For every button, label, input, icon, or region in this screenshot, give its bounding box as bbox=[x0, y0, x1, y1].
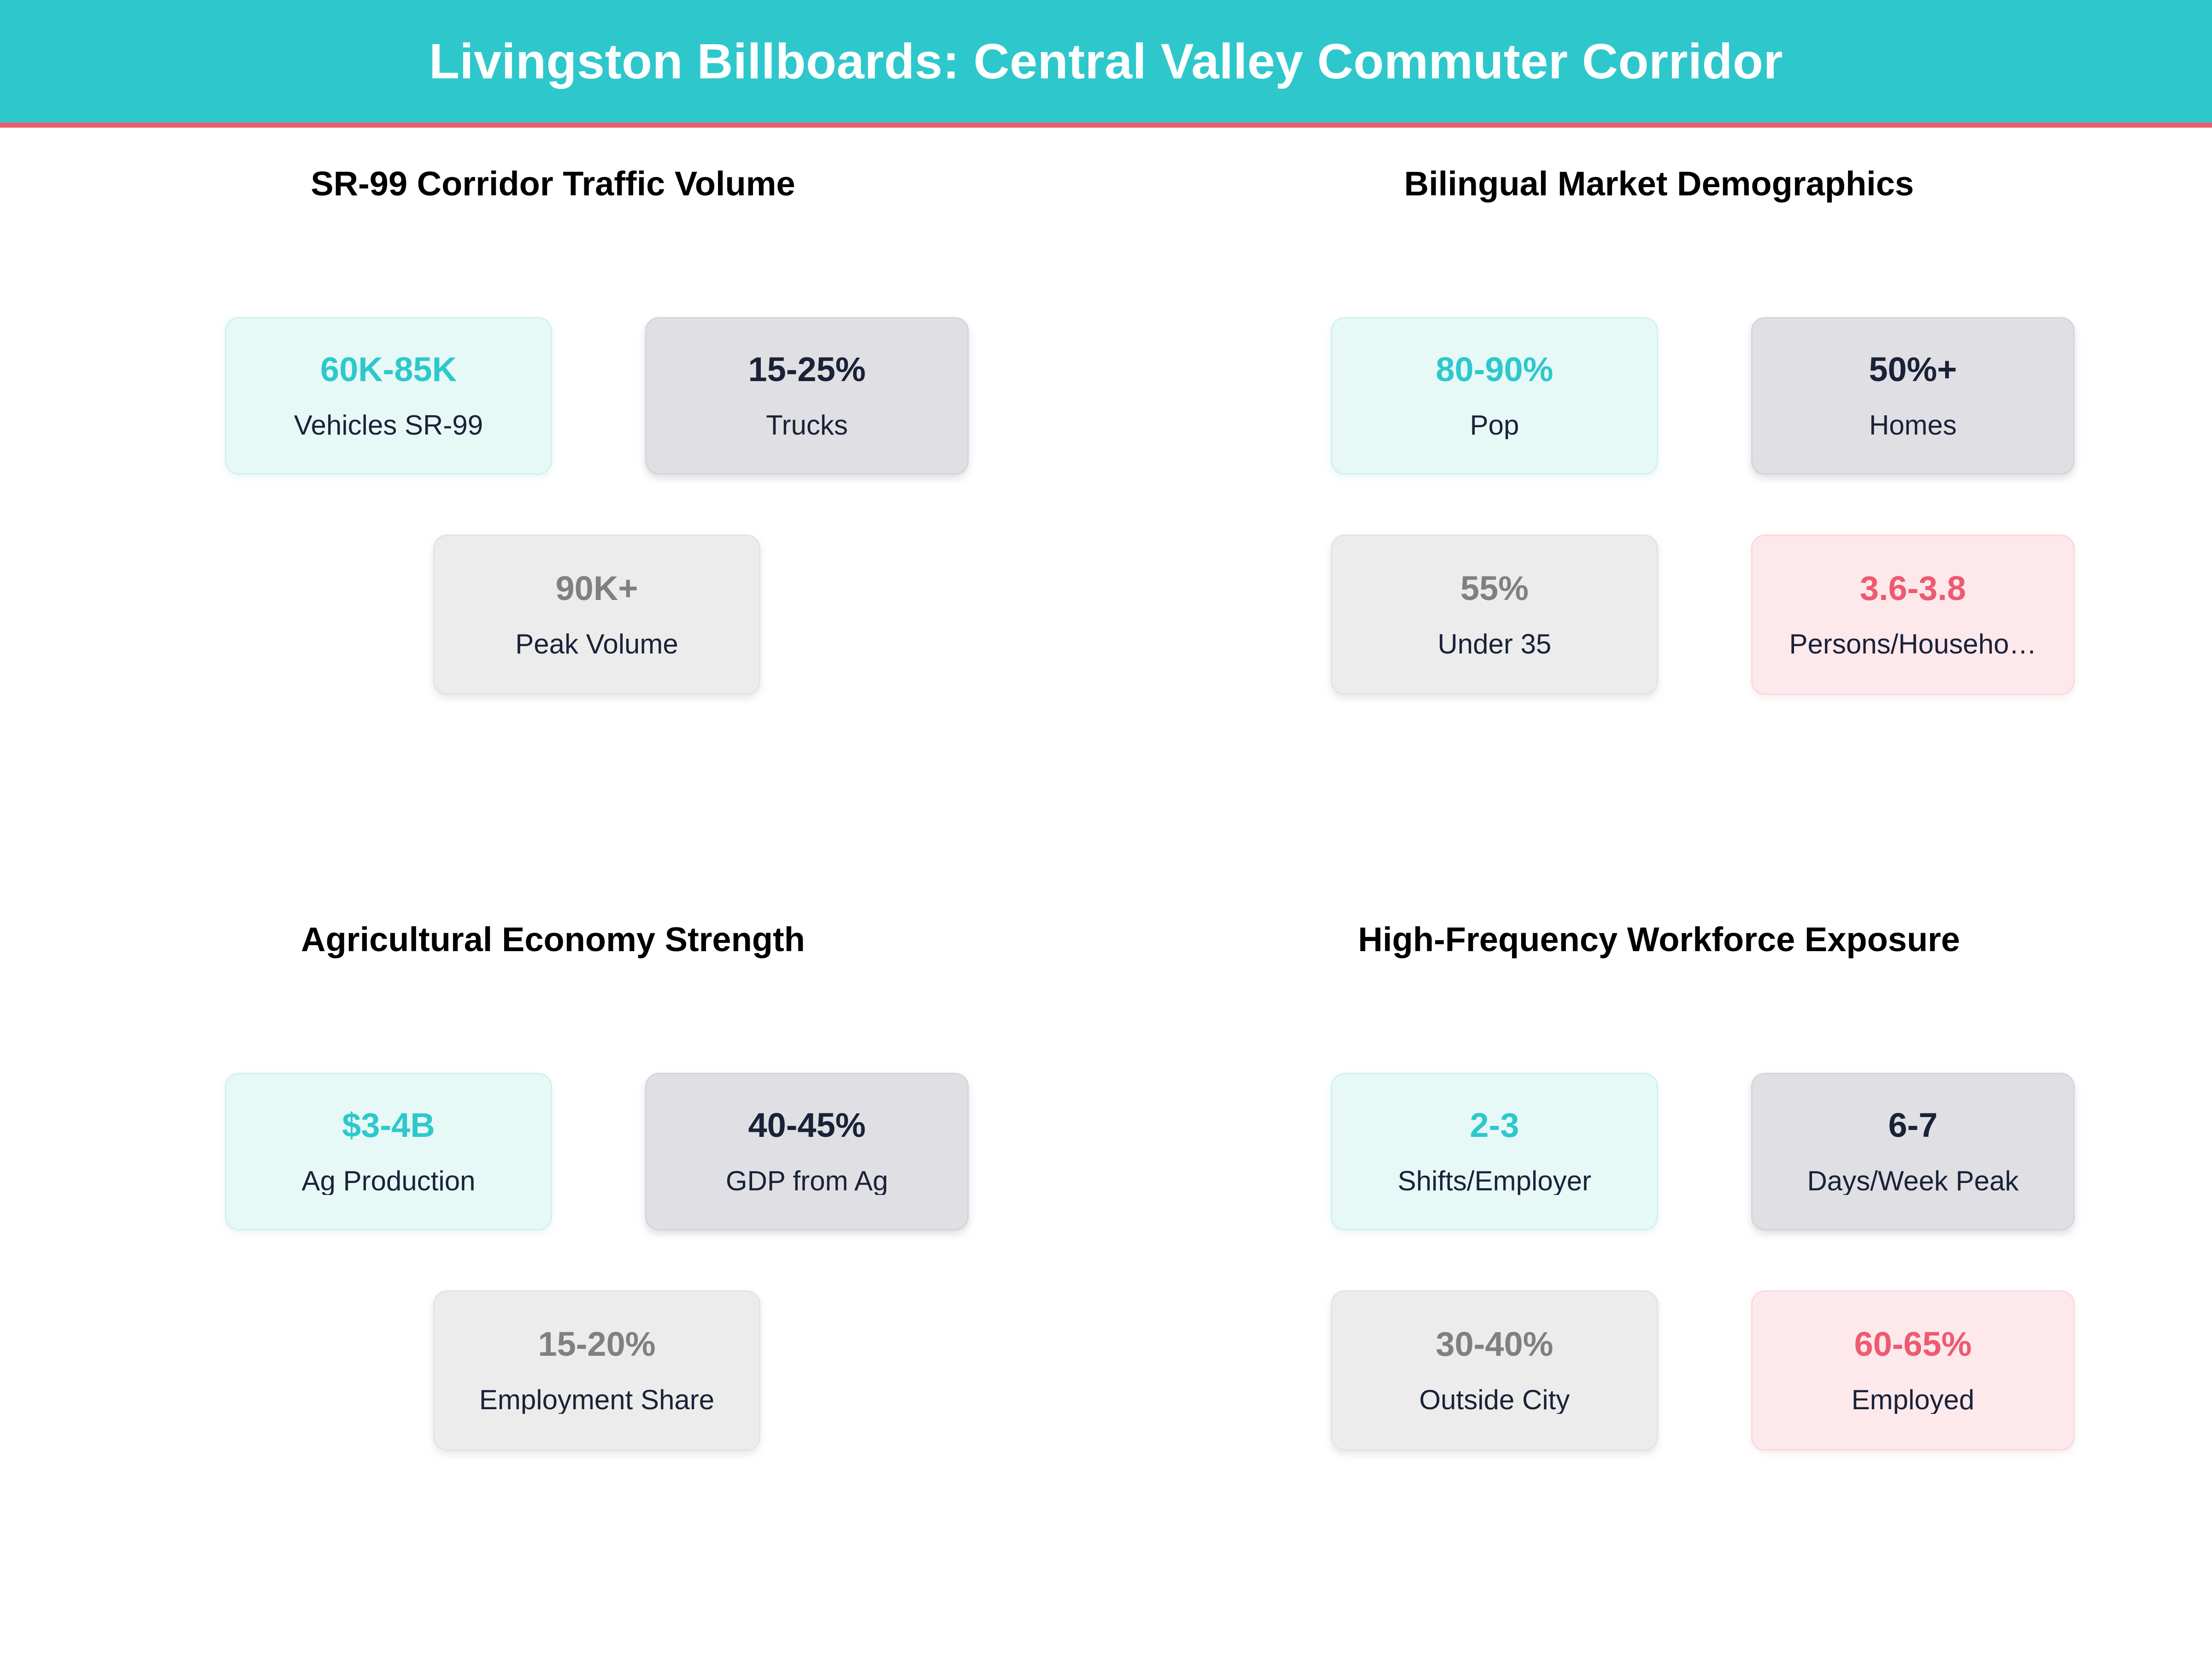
stat-card[interactable]: 60-65% Employed bbox=[1751, 1290, 2075, 1451]
stat-card[interactable]: 90K+ Peak Volume bbox=[433, 535, 760, 695]
stat-card[interactable]: 40-45% GDP from Ag bbox=[645, 1073, 969, 1230]
stat-value: 6-7 bbox=[1888, 1106, 1938, 1144]
stat-card[interactable]: $3-4B Ag Production bbox=[225, 1073, 552, 1230]
stat-label: Homes bbox=[1869, 412, 1957, 439]
stat-label: Peak Volume bbox=[515, 630, 678, 658]
panel-title-sr99-traffic: SR-99 Corridor Traffic Volume bbox=[311, 165, 795, 203]
panel-sr99-traffic: SR-99 Corridor Traffic Volume 60K-85K Veh… bbox=[0, 128, 1106, 883]
stat-label: Vehicles SR-99 bbox=[294, 412, 483, 439]
panel-agricultural-economy: Agricultural Economy Strength $3-4B Ag Pr… bbox=[0, 883, 1106, 1639]
stat-label: Shifts/Employer bbox=[1397, 1167, 1592, 1195]
panel-bilingual-demographics: Bilingual Market Demographics 80-90% Pop 5… bbox=[1106, 128, 2212, 883]
stat-value: 15-25% bbox=[748, 350, 866, 388]
stat-value: 80-90% bbox=[1435, 350, 1553, 388]
stat-label: Employment Share bbox=[479, 1386, 715, 1414]
stat-value: 50%+ bbox=[1869, 350, 1957, 388]
stat-label: Persons/Househo… bbox=[1789, 630, 2037, 658]
panel-grid: SR-99 Corridor Traffic Volume 60K-85K Veh… bbox=[0, 128, 2212, 1659]
stat-label: Pop bbox=[1470, 412, 1519, 439]
stat-card[interactable]: 80-90% Pop bbox=[1331, 317, 1658, 475]
stat-card[interactable]: 60K-85K Vehicles SR-99 bbox=[225, 317, 552, 475]
stat-label: Ag Production bbox=[301, 1167, 476, 1195]
stat-label: Outside City bbox=[1419, 1386, 1570, 1414]
stat-label: Trucks bbox=[766, 412, 848, 439]
stat-value: 15-20% bbox=[538, 1325, 656, 1363]
panel-workforce-exposure: High-Frequency Workforce Exposure 2-3 Shi… bbox=[1106, 883, 2212, 1639]
stat-card[interactable]: 15-20% Employment Share bbox=[433, 1290, 760, 1451]
card-grid-workforce-exposure: 2-3 Shifts/Employer 6-7 Days/Week Peak 30-40… bbox=[1106, 883, 2212, 1639]
stat-card[interactable]: 2-3 Shifts/Employer bbox=[1331, 1073, 1658, 1230]
panel-title-bilingual-demographics: Bilingual Market Demographics bbox=[1404, 165, 1914, 203]
stat-value: 3.6-3.8 bbox=[1859, 569, 1966, 607]
stat-value: 55% bbox=[1460, 569, 1529, 607]
stat-card[interactable]: 6-7 Days/Week Peak bbox=[1751, 1073, 2075, 1230]
stat-card[interactable]: 50%+ Homes bbox=[1751, 317, 2075, 475]
card-grid-bilingual-demographics: 80-90% Pop 50%+ Homes 55% Under 35 3.6-3.8 Pers… bbox=[1106, 128, 2212, 883]
stat-card[interactable]: 3.6-3.8 Persons/Househo… bbox=[1751, 535, 2075, 695]
stat-value: 40-45% bbox=[748, 1106, 866, 1144]
stat-label: Employed bbox=[1851, 1386, 1975, 1414]
stat-value: 60K-85K bbox=[320, 350, 457, 388]
dashboard-header: Livingston Billboards: Central Valley Co… bbox=[0, 0, 2212, 123]
stat-card[interactable]: 15-25% Trucks bbox=[645, 317, 969, 475]
stat-value: 2-3 bbox=[1470, 1106, 1519, 1144]
card-grid-agricultural-economy: $3-4B Ag Production 40-45% GDP from Ag 15-20… bbox=[0, 883, 1106, 1639]
stat-value: 30-40% bbox=[1435, 1325, 1553, 1363]
stat-value: $3-4B bbox=[342, 1106, 435, 1144]
page-title: Livingston Billboards: Central Valley Co… bbox=[429, 33, 1783, 89]
stat-label: Days/Week Peak bbox=[1807, 1167, 2019, 1195]
panel-title-agricultural-economy: Agricultural Economy Strength bbox=[301, 920, 805, 959]
stat-card[interactable]: 55% Under 35 bbox=[1331, 535, 1658, 695]
header-accent-rule bbox=[0, 123, 2212, 128]
panel-title-workforce-exposure: High-Frequency Workforce Exposure bbox=[1358, 920, 1960, 959]
stat-value: 90K+ bbox=[555, 569, 638, 607]
card-grid-sr99-traffic: 60K-85K Vehicles SR-99 15-25% Trucks 90K+ Pea… bbox=[0, 128, 1106, 883]
stat-card[interactable]: 30-40% Outside City bbox=[1331, 1290, 1658, 1451]
stat-value: 60-65% bbox=[1854, 1325, 1972, 1363]
stat-label: GDP from Ag bbox=[725, 1167, 888, 1195]
stat-label: Under 35 bbox=[1437, 630, 1552, 658]
